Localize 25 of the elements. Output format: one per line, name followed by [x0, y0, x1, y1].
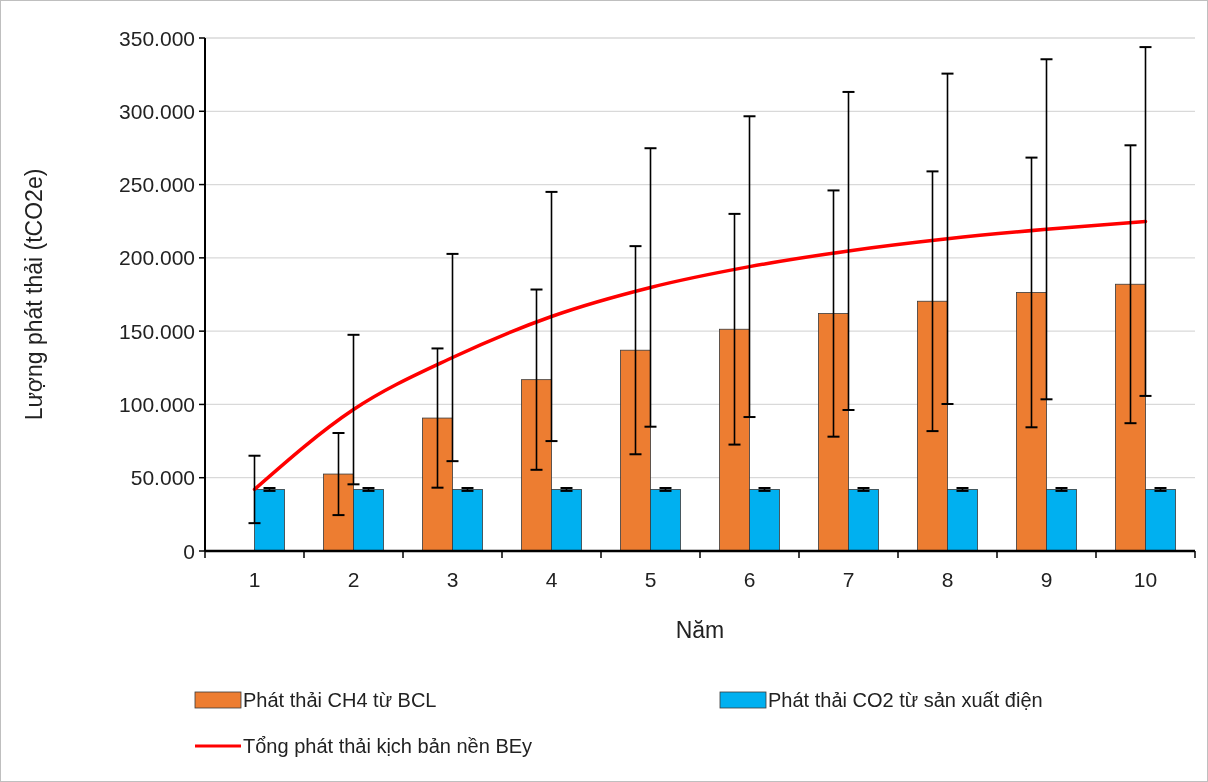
x-axis-title: Năm: [675, 617, 725, 643]
y-tick-label: 0: [183, 539, 195, 563]
x-tick-label: 6: [743, 568, 756, 591]
y-tick-label: 300.000: [119, 99, 195, 123]
x-tick-label: 10: [1133, 568, 1158, 591]
legend-label: Tổng phát thải kịch bản nền BEy: [243, 735, 533, 757]
y-tick-label: 100.000: [119, 392, 195, 416]
legend-label: Phát thải CH4 từ BCL: [243, 689, 437, 711]
line-series: [252, 219, 1148, 492]
x-tick-label: 1: [248, 568, 261, 591]
bar: [254, 489, 285, 552]
y-axis-title: Lượng phát thải (tCO2e): [21, 168, 47, 421]
y-tick-label: 50.000: [130, 466, 195, 490]
x-tick-label: 3: [446, 568, 459, 591]
y-tick-label: 250.000: [119, 173, 195, 197]
x-tick-label: 4: [545, 568, 558, 591]
x-tick-label: 7: [842, 568, 855, 591]
y-tick-label: 350.000: [119, 26, 195, 50]
y-tick-label: 150.000: [119, 319, 195, 343]
legend-label: Phát thải CO2 từ sản xuất điện: [768, 689, 1043, 711]
y-tick-label: 200.000: [119, 246, 195, 270]
x-tick-label: 5: [644, 568, 657, 591]
x-tick-label: 9: [1040, 568, 1053, 591]
x-tick-label: 8: [941, 568, 954, 591]
x-tick-label: 2: [347, 568, 360, 591]
